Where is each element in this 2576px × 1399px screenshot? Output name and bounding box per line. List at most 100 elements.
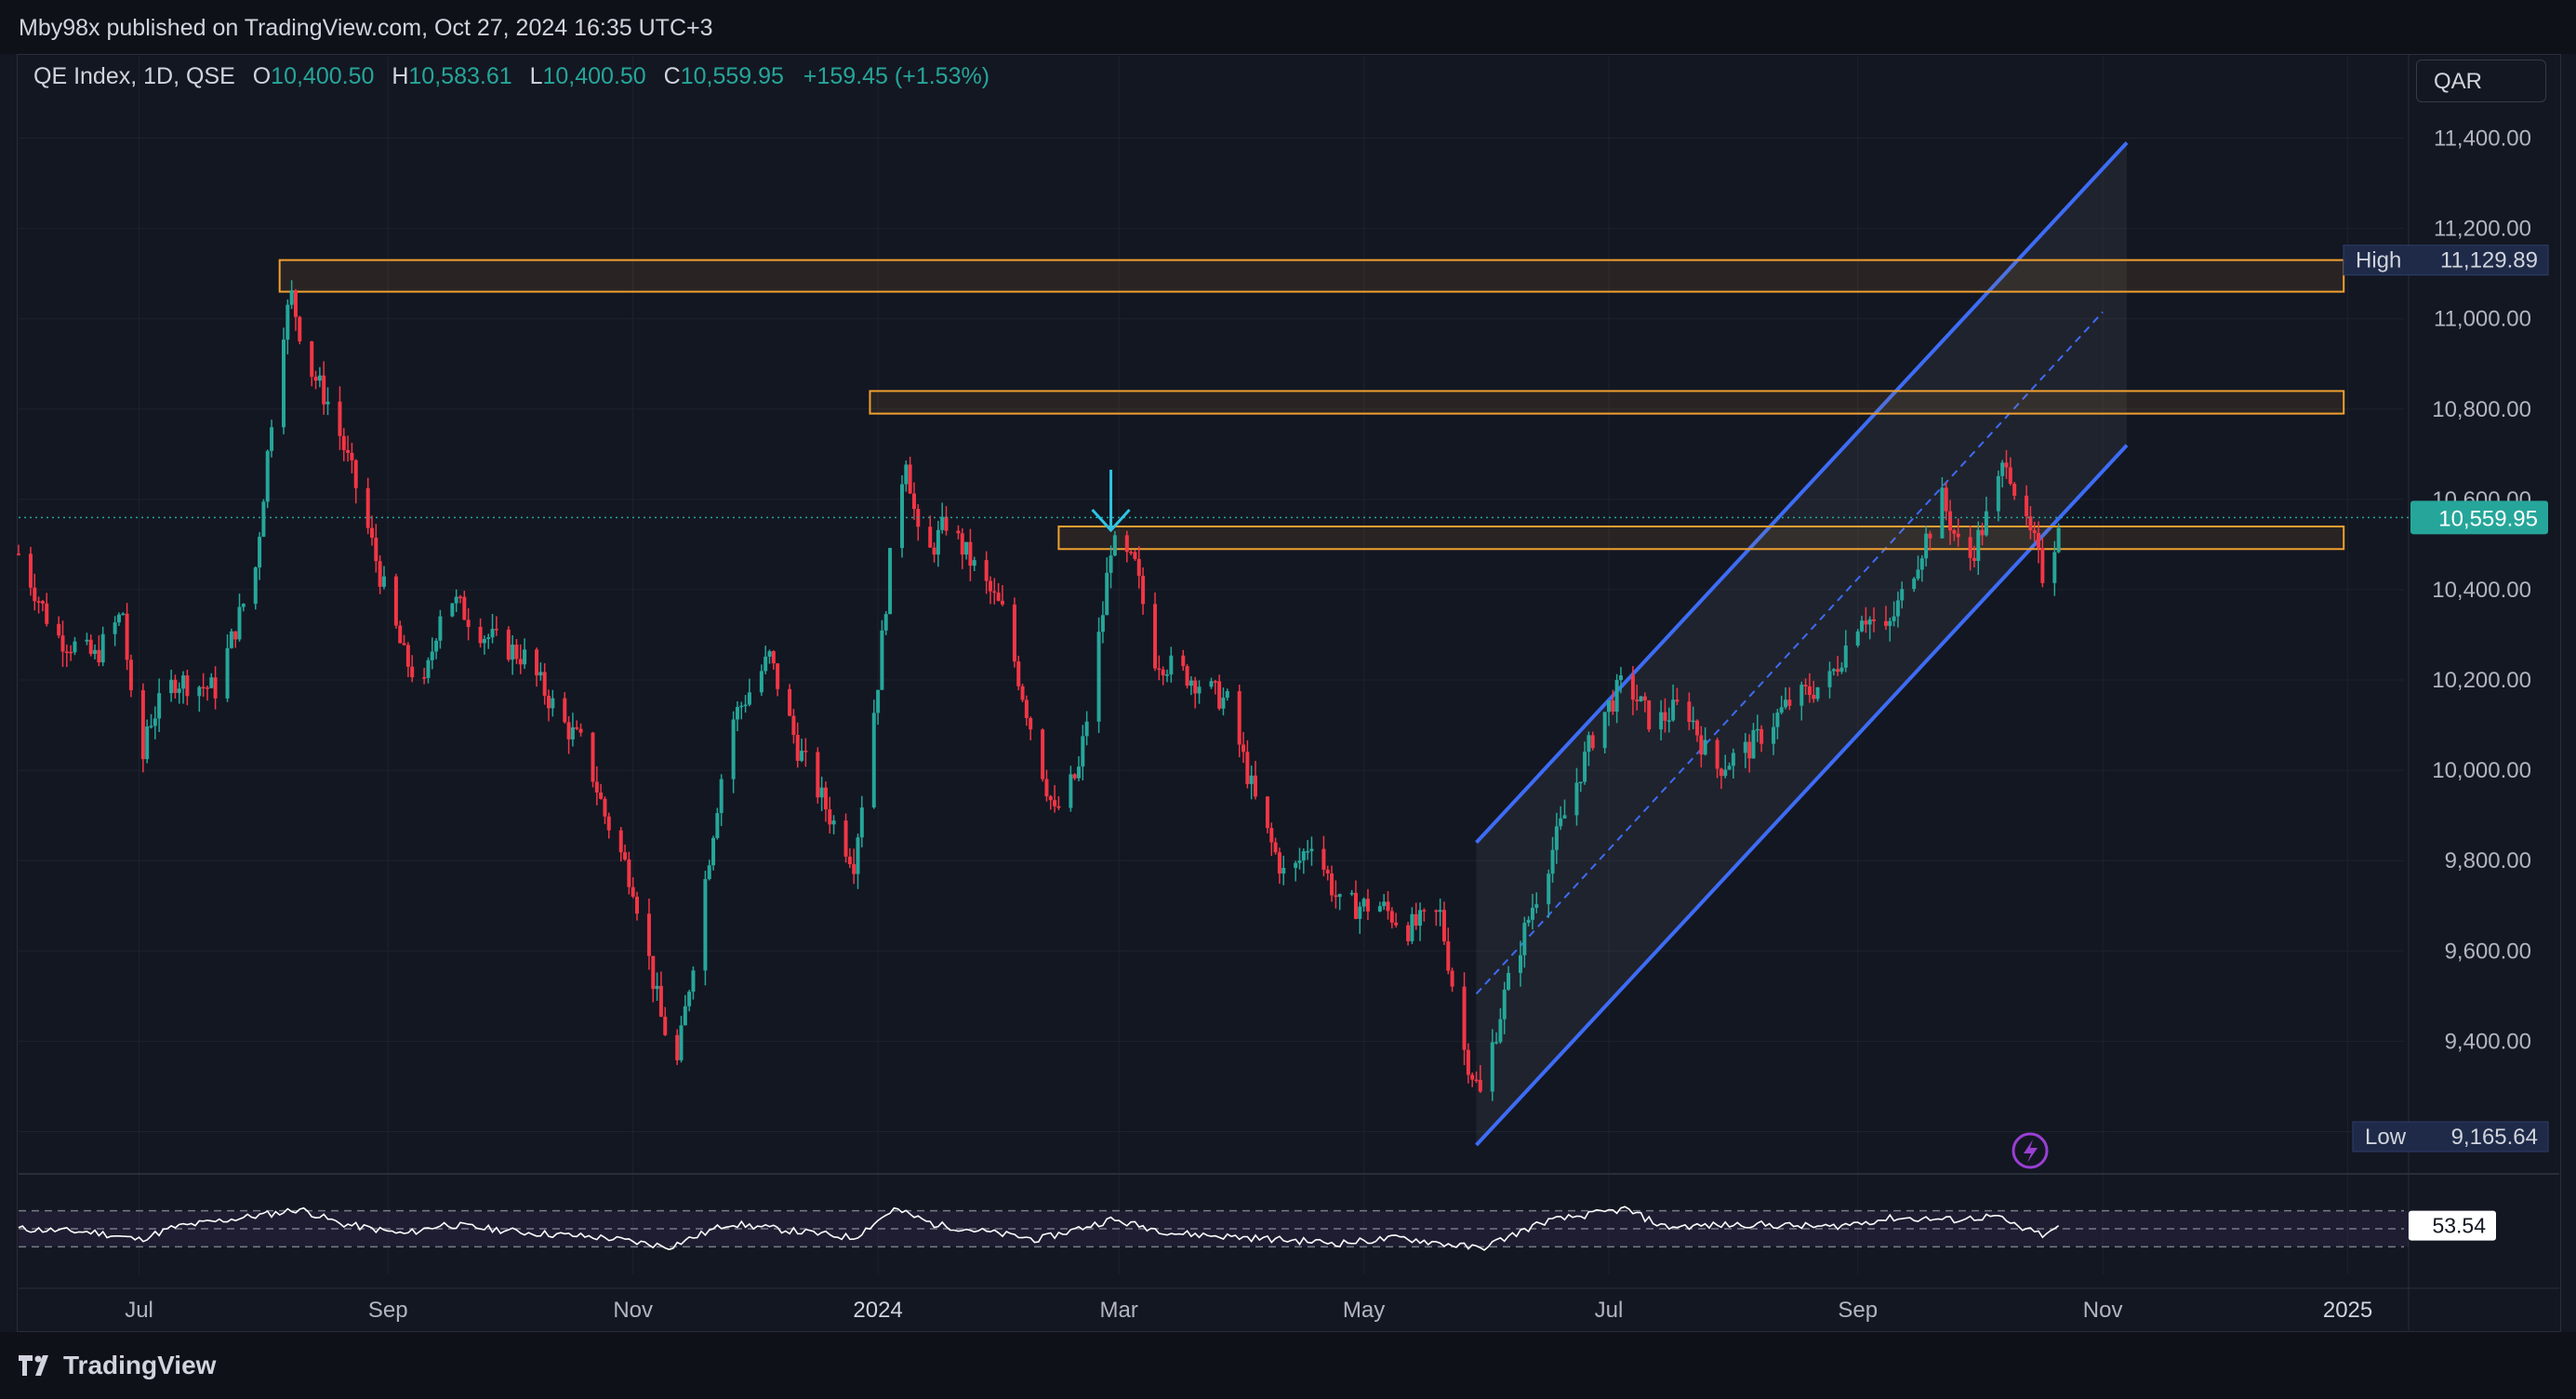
resistance-zone[interactable] (1057, 526, 2345, 551)
candle-up (1583, 752, 1587, 782)
candle-up (197, 686, 202, 697)
candle-down (663, 1017, 668, 1035)
candle-up (1081, 736, 1085, 767)
candle-down (575, 726, 579, 729)
candle-down (651, 955, 656, 990)
candle-down (1365, 899, 1370, 912)
high-label: H (392, 63, 409, 89)
currency-button[interactable]: QAR (2416, 60, 2546, 102)
channel-lower-line[interactable] (1475, 444, 2129, 1147)
candle-up (1916, 569, 1920, 580)
close-value: 10,559.95 (680, 63, 784, 89)
candle-up (1100, 615, 1105, 633)
tradingview-logo[interactable]: TradingView (19, 1351, 216, 1380)
candle-down (298, 316, 302, 341)
candle-up (888, 548, 893, 615)
alert-lightning-icon[interactable] (2012, 1132, 2049, 1169)
candle-up (325, 401, 330, 405)
candle-up (743, 704, 748, 707)
candle-up (1519, 954, 1522, 973)
candle-down (791, 715, 796, 736)
candle-down (960, 533, 964, 555)
publish-info: Mby98x published on TradingView.com, Oct… (19, 15, 713, 41)
candle-down (64, 651, 69, 653)
candle-up (486, 637, 491, 640)
candle-up (1574, 782, 1579, 816)
candle-down (140, 690, 145, 760)
candle-down (125, 613, 129, 660)
resistance-zone[interactable] (869, 390, 2345, 415)
candle-up (1069, 774, 1073, 808)
candle-up (1924, 533, 1929, 559)
candle-up (229, 631, 233, 648)
candle-down (1029, 717, 1033, 730)
candle-down (1972, 557, 1976, 561)
candle-up (1743, 741, 1747, 753)
rsi-line (18, 1206, 2060, 1251)
candle-down (1422, 910, 1427, 912)
price-tick-label: 9,800.00 (2445, 848, 2531, 873)
symbol-legend: QE Index, 1D, QSE O10,400.50 H10,583.61 … (33, 63, 989, 90)
candle-up (655, 985, 659, 990)
symbol-name[interactable]: QE Index, 1D, QSE (33, 63, 235, 89)
candle-down (1141, 576, 1146, 605)
candle-down (1277, 852, 1281, 874)
candle-up (940, 516, 945, 530)
candle-up (93, 649, 98, 654)
candle-up (972, 560, 976, 566)
candle-up (1843, 645, 1848, 668)
candle-down (547, 695, 551, 709)
candle-up (1550, 849, 1555, 874)
candle-up (1105, 572, 1109, 616)
candle-down (1242, 744, 1246, 753)
candle-down (1956, 533, 1960, 538)
candle-down (1237, 691, 1242, 745)
candle-down (36, 601, 41, 603)
candle-down (17, 553, 20, 555)
candle-down (2028, 516, 2033, 531)
candle-down (128, 660, 133, 691)
candle-down (1872, 619, 1876, 621)
price-tick-label: 10,200.00 (2432, 668, 2531, 693)
candle-up (430, 651, 434, 660)
candle-up (523, 649, 527, 665)
candle-down (591, 732, 595, 782)
candle-down (322, 375, 326, 405)
candle-down (828, 809, 832, 825)
candle-down (984, 560, 989, 581)
candle-down (1630, 675, 1635, 700)
candle-up (1671, 700, 1676, 721)
candle-down (788, 688, 792, 716)
candle-down (518, 659, 523, 665)
candle-up (1410, 913, 1414, 941)
candle-down (1020, 686, 1025, 700)
candle-up (1112, 535, 1117, 556)
candle-down (1715, 739, 1720, 769)
candle-down (1213, 681, 1217, 683)
resistance-zone[interactable] (278, 259, 2345, 293)
bottom-bar (0, 1332, 2576, 1399)
candle-down (1321, 848, 1326, 870)
candle-up (800, 751, 804, 761)
candle-up (1559, 818, 1563, 827)
candle-up (1731, 753, 1735, 766)
candle-up (289, 290, 294, 305)
candle-up (1109, 555, 1113, 573)
candle-up (1888, 620, 1892, 626)
candle-down (603, 798, 607, 817)
low-marker-value: 9,165.64 (2451, 1125, 2538, 1150)
candle-down (646, 913, 651, 956)
candle-down (1016, 661, 1021, 686)
candle-down (1836, 669, 1840, 673)
candle-down (1000, 600, 1004, 605)
rsi-band-fill (19, 1210, 2409, 1247)
candle-down (1053, 800, 1057, 806)
candle-up (871, 713, 876, 808)
candle-down (1389, 911, 1394, 923)
candle-down (1647, 700, 1652, 730)
candle-down (1265, 796, 1269, 829)
candle-down (843, 820, 848, 857)
candle-down (1695, 720, 1699, 736)
candle-up (1855, 631, 1860, 646)
